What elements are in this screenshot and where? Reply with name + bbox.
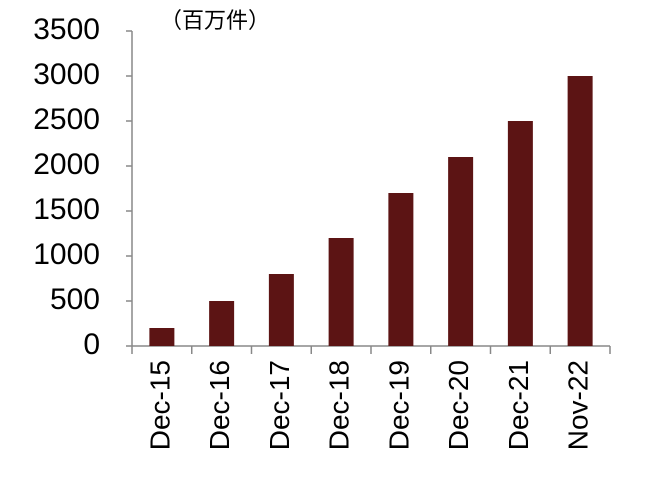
bar — [149, 328, 175, 346]
x-tick-label: Dec-18 — [324, 360, 355, 450]
bar — [328, 238, 354, 346]
x-tick-label: Nov-22 — [563, 360, 594, 450]
x-tick-label: Dec-19 — [383, 360, 414, 450]
y-tick-label: 500 — [50, 283, 100, 316]
x-tick-label: Dec-16 — [204, 360, 235, 450]
bar — [388, 193, 414, 346]
y-tick-label: 2500 — [33, 103, 100, 136]
unit-label: （百万件） — [160, 8, 270, 33]
bar — [268, 274, 294, 346]
y-tick-label: 1000 — [33, 238, 100, 271]
x-tick-label: Dec-21 — [503, 360, 534, 450]
y-tick-label: 3000 — [33, 58, 100, 91]
x-tick-label: Dec-15 — [144, 360, 175, 450]
bar — [507, 121, 533, 346]
bar — [448, 157, 474, 346]
x-tick-label: Dec-20 — [443, 360, 474, 450]
bar — [209, 301, 235, 346]
y-tick-label: 0 — [83, 328, 100, 361]
y-tick-label: 3500 — [33, 13, 100, 46]
y-tick-label: 1500 — [33, 193, 100, 226]
y-tick-label: 2000 — [33, 148, 100, 181]
bar — [567, 76, 593, 346]
x-tick-label: Dec-17 — [264, 360, 295, 450]
